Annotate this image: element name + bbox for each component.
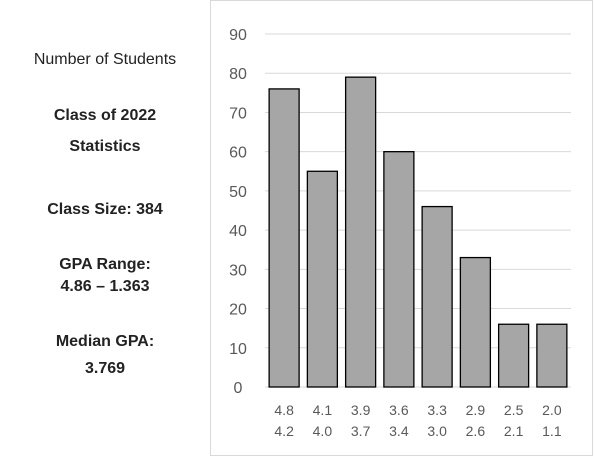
bar-3 <box>344 76 377 388</box>
x-category-label: 3.0 <box>427 423 447 439</box>
x-category-label: 2.1 <box>504 423 524 439</box>
bar-5 <box>421 205 453 388</box>
y-tick-label: 50 <box>229 184 247 201</box>
x-category-label: 4.8 <box>274 402 294 418</box>
gpa-range-label: GPA Range: <box>59 256 151 273</box>
bar-1 <box>268 88 300 388</box>
bar-7 <box>497 323 530 388</box>
x-category-label: 2.0 <box>542 402 562 418</box>
class-size: Class Size: 384 <box>47 201 163 218</box>
y-tick-label: 10 <box>229 341 247 358</box>
chart-frame <box>210 0 593 456</box>
y-tick-label: 80 <box>229 66 247 83</box>
y-tick-label: 60 <box>229 145 247 162</box>
median-gpa-label: Median GPA: <box>55 333 155 350</box>
y-tick-label: 0 <box>234 380 243 397</box>
median-gpa-value: 3.769 <box>84 360 126 377</box>
x-category-label: 4.2 <box>274 423 294 439</box>
bar-4 <box>383 151 415 388</box>
y-tick-label: 30 <box>229 262 247 279</box>
x-category-label: 3.6 <box>389 402 409 418</box>
x-category-label: 1.1 <box>542 423 562 439</box>
stats-title-line1: Class of 2022 <box>53 107 157 124</box>
x-category-label: 2.9 <box>466 402 486 418</box>
x-category-label: 2.5 <box>504 402 524 418</box>
x-category-label: 4.0 <box>313 423 333 439</box>
x-axis-labels: 4.8 4.2 4.1 4.0 3.9 3.7 3.6 3.4 3.3 3.0 2.9 2.6 2.5 2… <box>274 402 561 439</box>
bar-2 <box>306 170 339 388</box>
y-tick-label: 90 <box>229 27 247 44</box>
stats-title-line2: Statistics <box>69 138 141 155</box>
gpa-range-value: 4.86 – 1.363 <box>60 278 150 295</box>
statistics-panel: Number of Students Class of 2022 Statist… <box>0 0 210 457</box>
bar-6 <box>459 256 492 388</box>
x-category-label: 4.1 <box>313 402 333 418</box>
y-axis-title: Number of Students <box>33 51 177 68</box>
y-tick-label: 70 <box>229 105 247 122</box>
y-tick-label: 20 <box>229 302 247 319</box>
x-category-label: 3.7 <box>351 423 371 439</box>
x-category-label: 3.9 <box>351 402 371 418</box>
x-category-label: 3.3 <box>427 402 447 418</box>
bars <box>268 76 568 388</box>
x-category-label: 2.6 <box>466 423 486 439</box>
x-category-label: 3.4 <box>389 423 409 439</box>
y-axis-ticks: 0 10 20 30 40 50 60 70 80 90 <box>229 27 247 397</box>
y-tick-label: 40 <box>229 223 247 240</box>
bar-8 <box>536 323 568 388</box>
